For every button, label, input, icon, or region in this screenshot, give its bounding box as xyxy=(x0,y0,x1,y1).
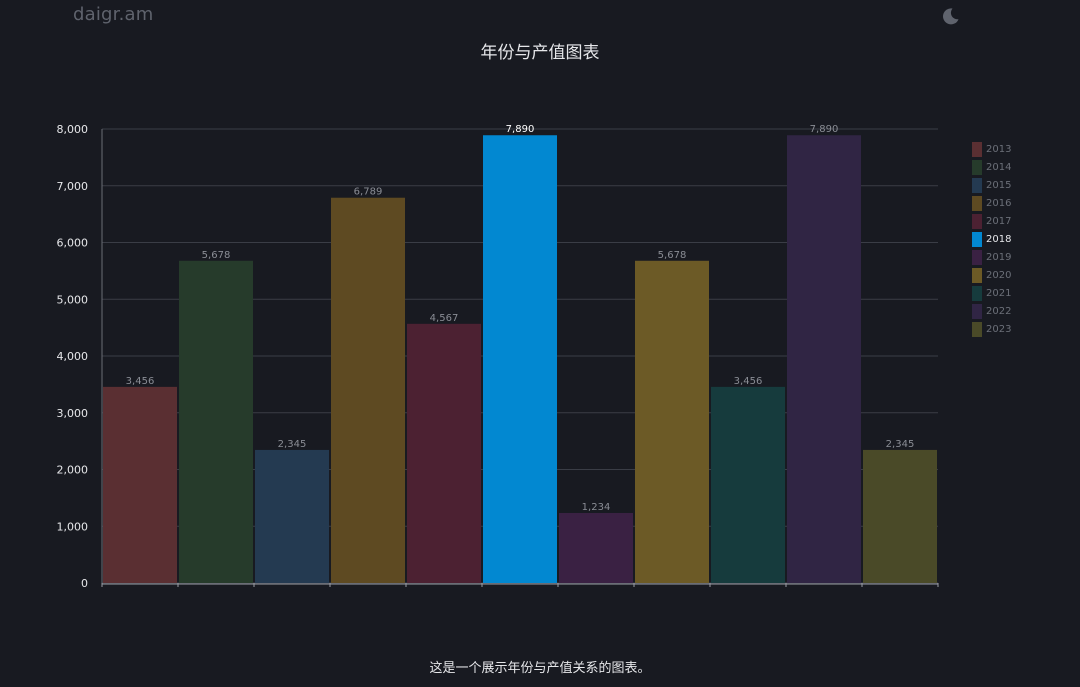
y-tick-label: 5,000 xyxy=(57,293,89,306)
y-tick-label: 6,000 xyxy=(57,237,89,250)
data-label: 5,678 xyxy=(202,250,231,261)
data-label: 6,789 xyxy=(354,187,383,198)
legend-swatch xyxy=(972,267,982,283)
moon-icon xyxy=(943,8,959,25)
data-label: 1,234 xyxy=(582,502,611,513)
data-label: 7,890 xyxy=(810,124,839,135)
legend-swatch xyxy=(972,303,982,319)
data-label: 5,678 xyxy=(658,250,687,261)
data-label: 2,345 xyxy=(278,439,307,450)
legend-swatch xyxy=(972,159,982,175)
bar-2017[interactable] xyxy=(407,323,481,583)
legend-swatch xyxy=(972,231,982,247)
bar-2018[interactable] xyxy=(483,135,557,583)
y-tick-label: 1,000 xyxy=(57,520,89,533)
y-tick-label: 7,000 xyxy=(57,180,89,193)
bar-2016[interactable] xyxy=(331,197,405,583)
legend-item-2017[interactable]: 2017 xyxy=(972,212,1011,230)
bar-2023[interactable] xyxy=(863,449,937,583)
bar-2022[interactable] xyxy=(787,135,861,583)
legend-label: 2015 xyxy=(986,179,1012,191)
legend-item-2021[interactable]: 2021 xyxy=(972,284,1011,302)
legend-label: 2017 xyxy=(986,215,1012,227)
legend-swatch xyxy=(972,321,982,337)
bar-2013[interactable] xyxy=(103,386,177,583)
legend: 2013 2014 2015 2016 2017 2018 2019 2020 2021 2022… xyxy=(972,140,1011,338)
data-label: 7,890 xyxy=(506,124,535,135)
legend-label: 2021 xyxy=(986,287,1012,299)
legend-item-2020[interactable]: 2020 xyxy=(972,266,1011,284)
legend-item-2018[interactable]: 2018 xyxy=(972,230,1011,248)
data-label: 4,567 xyxy=(430,313,459,324)
y-tick-label: 8,000 xyxy=(57,123,89,136)
chart-title: 年份与产值图表 xyxy=(480,43,600,63)
legend-swatch xyxy=(972,177,982,193)
bar-2020[interactable] xyxy=(635,260,709,583)
legend-label: 2023 xyxy=(986,323,1012,335)
data-label: 2,345 xyxy=(886,439,915,450)
legend-label: 2018 xyxy=(986,233,1012,245)
legend-label: 2016 xyxy=(986,197,1012,209)
legend-swatch xyxy=(972,141,982,157)
legend-label: 2014 xyxy=(986,161,1012,173)
legend-item-2022[interactable]: 2022 xyxy=(972,302,1011,320)
logo[interactable]: daigr.am xyxy=(73,4,154,25)
data-label: 3,456 xyxy=(734,376,763,387)
legend-item-2023[interactable]: 2023 xyxy=(972,320,1011,338)
legend-swatch xyxy=(972,249,982,265)
legend-label: 2020 xyxy=(986,269,1012,281)
legend-label: 2019 xyxy=(986,251,1012,263)
bar-2019[interactable] xyxy=(559,512,633,583)
y-tick-label: 2,000 xyxy=(57,464,89,477)
bar-2014[interactable] xyxy=(179,260,253,583)
legend-swatch xyxy=(972,285,982,301)
chart-caption: 这是一个展示年份与产值关系的图表。 xyxy=(429,661,651,676)
y-tick-label: 4,000 xyxy=(57,350,89,363)
legend-item-2014[interactable]: 2014 xyxy=(972,158,1011,176)
data-label: 3,456 xyxy=(126,376,155,387)
y-tick-label: 0 xyxy=(81,577,88,590)
bar-2015[interactable] xyxy=(255,449,329,583)
legend-item-2015[interactable]: 2015 xyxy=(972,176,1011,194)
legend-label: 2013 xyxy=(986,143,1012,155)
legend-item-2016[interactable]: 2016 xyxy=(972,194,1011,212)
legend-item-2019[interactable]: 2019 xyxy=(972,248,1011,266)
bars xyxy=(103,135,937,583)
legend-swatch xyxy=(972,195,982,211)
legend-swatch xyxy=(972,213,982,229)
data-labels: 3,456 5,678 2,345 6,789 4,567 7,890 1,234 5,678… xyxy=(126,124,915,513)
y-tick-label: 3,000 xyxy=(57,407,89,420)
y-axis: 0 1,000 2,000 3,000 4,000 5,000 6,000 7,000 8,00… xyxy=(57,123,939,590)
legend-label: 2022 xyxy=(986,305,1012,317)
bar-2021[interactable] xyxy=(711,386,785,583)
theme-toggle-button[interactable] xyxy=(938,4,962,28)
legend-item-2013[interactable]: 2013 xyxy=(972,140,1011,158)
